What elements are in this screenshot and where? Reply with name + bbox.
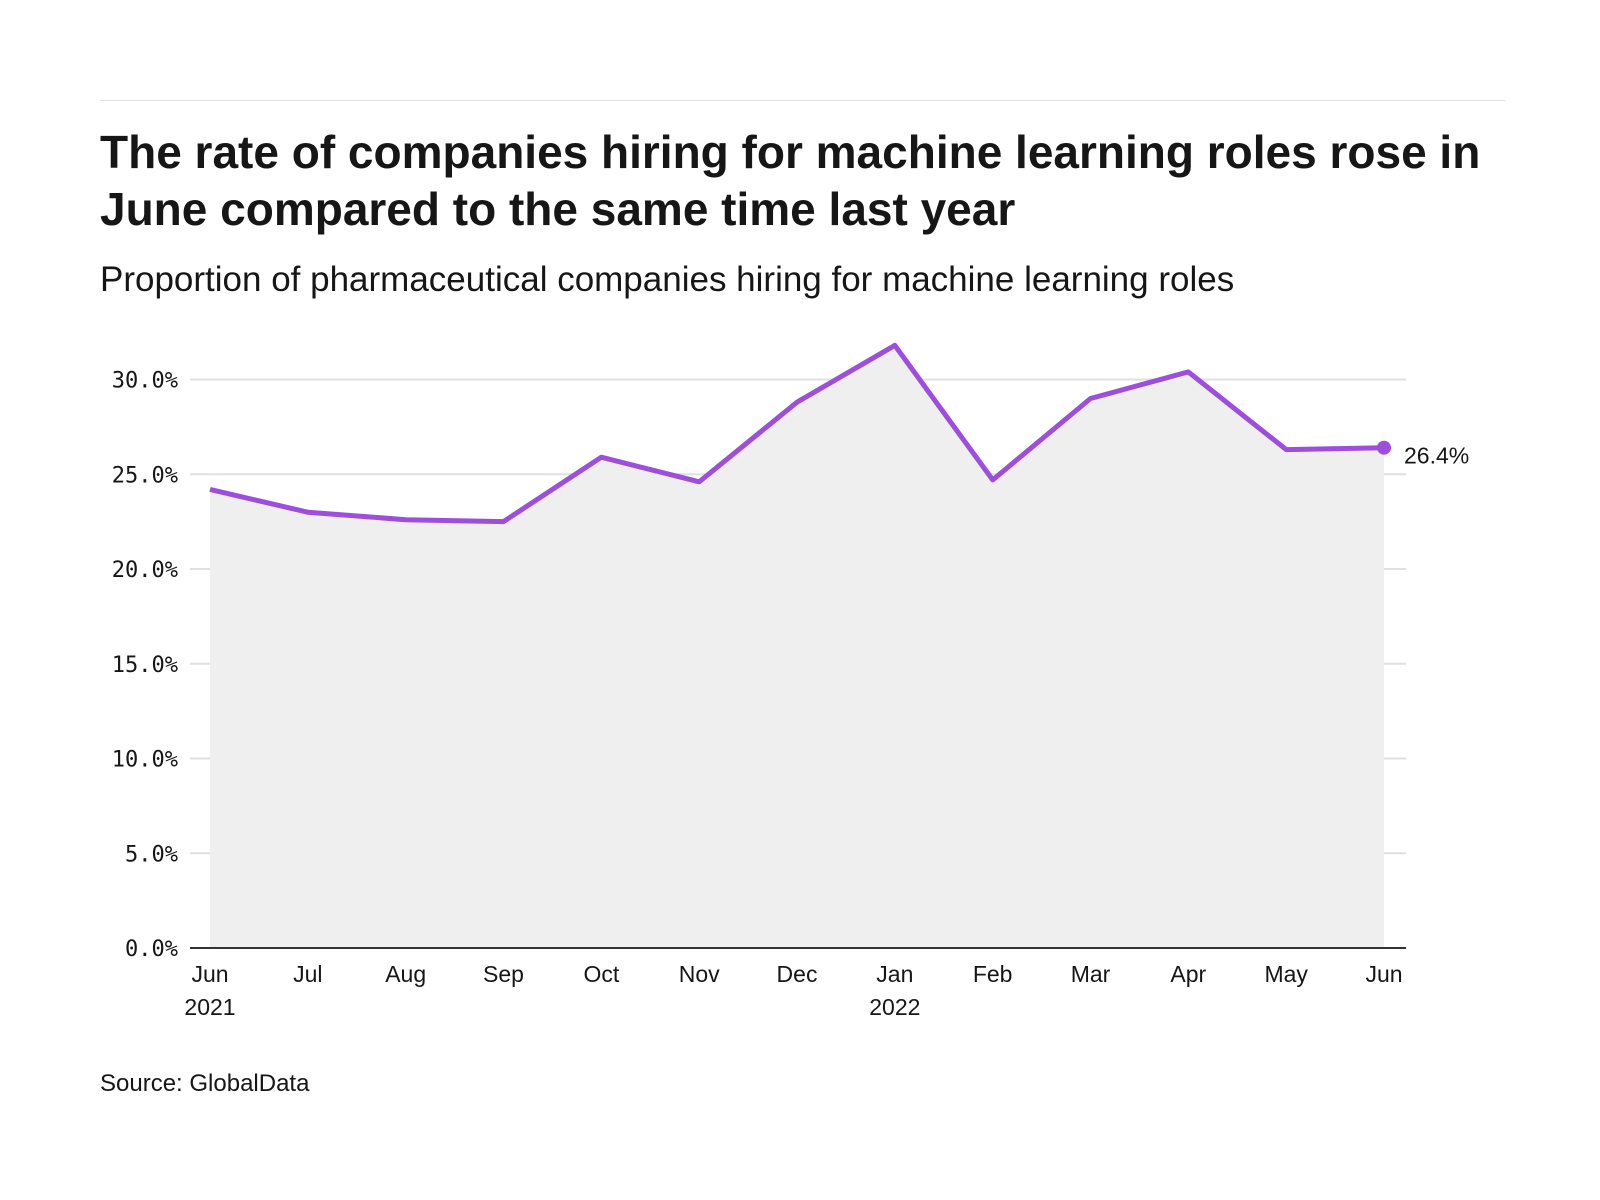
y-tick-label: 15.0% xyxy=(112,653,178,678)
y-tick-label: 20.0% xyxy=(112,558,178,583)
x-tick-label: Apr xyxy=(1170,961,1206,987)
x-tick-label: Jul xyxy=(293,961,322,987)
y-tick-label: 0.0% xyxy=(125,937,178,962)
series-line xyxy=(209,342,1385,525)
chart-title: The rate of companies hiring for machine… xyxy=(100,126,1481,235)
x-tick-label: May xyxy=(1264,961,1308,987)
end-point-marker xyxy=(1377,440,1391,455)
x-tick-label: Aug xyxy=(385,961,426,987)
end-value-label: 26.4% xyxy=(1404,443,1469,469)
top-divider xyxy=(100,100,1505,101)
y-tick-label: 5.0% xyxy=(125,842,178,867)
x-tick-label: Sep xyxy=(483,961,524,987)
y-tick-label: 25.0% xyxy=(112,463,178,488)
y-tick-label: 30.0% xyxy=(112,369,178,394)
chart-subtitle: Proportion of pharmaceutical companies h… xyxy=(100,260,1235,299)
x-tick-label: Mar xyxy=(1071,961,1111,987)
y-tick-label: 10.0% xyxy=(112,748,178,773)
x-tick-label: Dec xyxy=(777,961,818,987)
x-year-label: 2022 xyxy=(869,994,920,1020)
x-tick-label: Jun xyxy=(1365,961,1402,987)
x-tick-label: Feb xyxy=(973,961,1013,987)
y-axis-ticks: 0.0% 5.0% 10.0% 15.0% 20.0% 25.0% 30.0% xyxy=(112,369,178,963)
x-tick-label: Jan xyxy=(876,961,913,987)
x-tick-label: Jun xyxy=(191,961,228,987)
x-axis-ticks: Jun 2021 Jul Aug Sep Oct Nov Dec Jan 2022 Feb Mar Ap… xyxy=(184,961,1402,1020)
x-tick-label: Oct xyxy=(583,961,619,987)
x-tick-label: Nov xyxy=(679,961,720,987)
x-year-label: 2021 xyxy=(184,994,235,1020)
area-fill xyxy=(210,345,1384,948)
source-note: Source: GlobalData xyxy=(100,1070,310,1097)
